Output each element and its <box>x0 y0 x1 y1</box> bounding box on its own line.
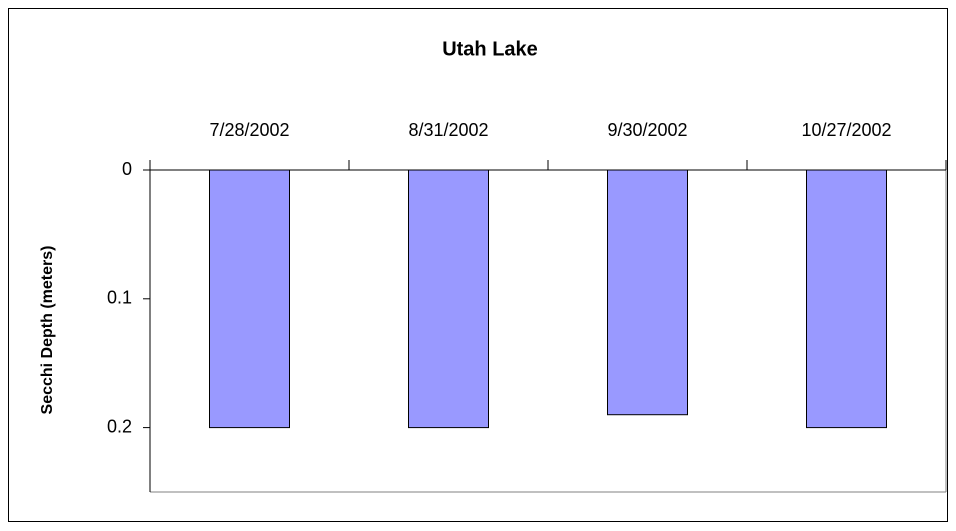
bar <box>607 169 688 416</box>
x-tick-label: 9/30/2002 <box>607 120 687 140</box>
bar <box>806 169 887 429</box>
y-axis-label: Secchi Depth (meters) <box>39 246 56 415</box>
y-tick-label: 0.2 <box>107 416 132 436</box>
y-tick-label: 0.1 <box>107 288 132 308</box>
x-tick-label: 8/31/2002 <box>408 120 488 140</box>
chart-title: Utah Lake <box>442 38 538 60</box>
x-tick-label: 7/28/2002 <box>209 120 289 140</box>
y-tick-label: 0 <box>122 159 132 179</box>
bar <box>408 169 489 429</box>
bar <box>209 169 290 429</box>
x-tick-label: 10/27/2002 <box>801 120 891 140</box>
